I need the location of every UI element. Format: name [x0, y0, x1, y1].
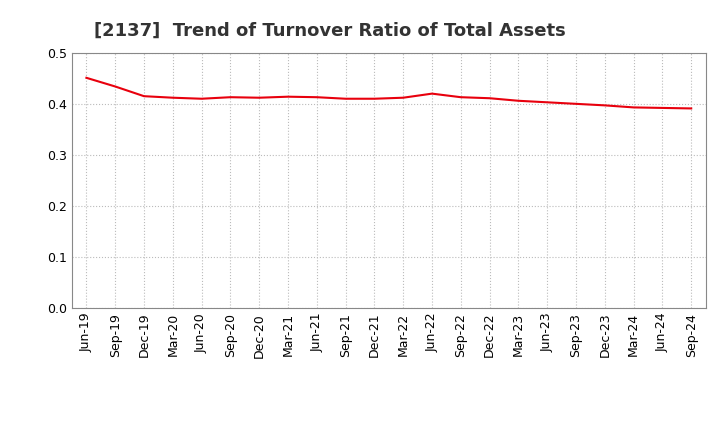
Text: [2137]  Trend of Turnover Ratio of Total Assets: [2137] Trend of Turnover Ratio of Total … [94, 22, 565, 40]
